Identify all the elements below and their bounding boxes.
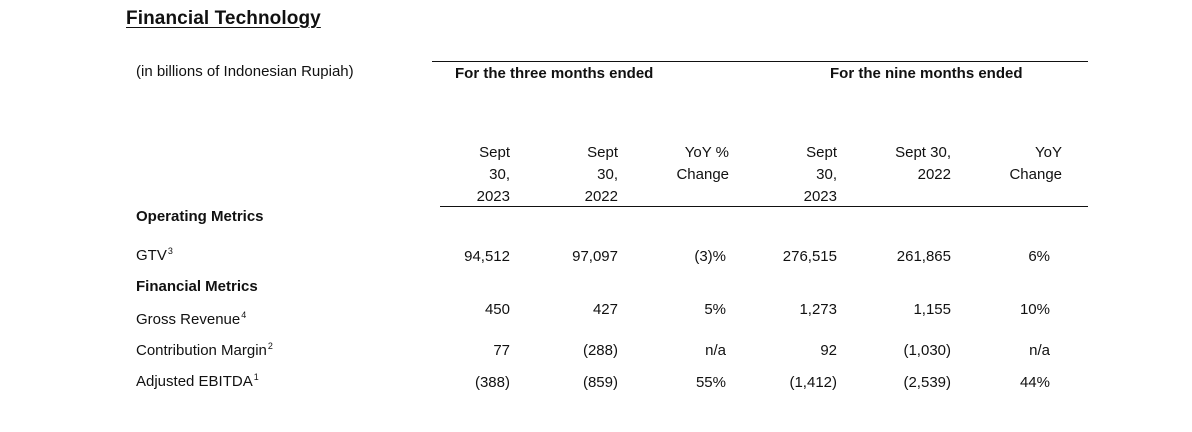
col-header-line: 30, [489,166,510,183]
row-label-contribution-margin: Contribution Margin2 [136,341,273,360]
table-cell: 77 [493,342,510,359]
row-label-text: Adjusted EBITDA [136,373,253,390]
col-header-line: 2022 [917,166,951,183]
col-header-line: Sept [479,144,510,161]
footnote-marker: 3 [167,246,173,256]
table-cell: 261,865 [896,248,951,265]
col-header-line: Sept [587,144,618,161]
table-cell: 276,515 [782,248,837,265]
row-label-gross-revenue: Gross Revenue4 [136,310,247,329]
table-cell: (1,412) [789,374,837,391]
col-header-line: 2022 [584,188,618,205]
col-header-sept-2023-q: Sept 30, 2023 [430,142,510,208]
col-header-line: YoY % [684,144,729,161]
table-cell: 1,273 [799,301,837,318]
col-header-sept-2022-q: Sept 30, 2022 [538,142,618,208]
table-cell: n/a [1029,342,1050,359]
units-note: (in billions of Indonesian Rupiah) [136,63,354,80]
table-cell: 94,512 [464,248,510,265]
header-bottom-rule [440,206,1088,207]
table-cell: 44% [1019,374,1050,391]
row-label-adjusted-ebitda: Adjusted EBITDA1 [136,372,259,391]
row-label-text: Gross Revenue [136,311,241,328]
table-cell: (3)% [694,248,726,265]
section-operating-metrics: Operating Metrics [136,208,264,225]
table-cell: (288) [582,342,618,359]
table-cell: (388) [474,374,510,391]
nine-months-header: For the nine months ended [830,65,1023,82]
table-cell: 1,155 [913,301,951,318]
table-cell: 10% [1019,301,1050,318]
col-header-line: 2023 [476,188,510,205]
col-header-line: Change [1009,166,1062,183]
table-cell: 92 [820,342,837,359]
table-cell: 6% [1028,248,1050,265]
col-header-line: 2023 [803,188,837,205]
footnote-marker: 1 [253,372,259,382]
table-cell: (859) [582,374,618,391]
col-header-line: Change [676,166,729,183]
table-cell: n/a [705,342,726,359]
row-label-text: Contribution Margin [136,342,267,359]
table-cell: (2,539) [903,374,951,391]
col-header-line: 30, [816,166,837,183]
table-cell: 97,097 [572,248,618,265]
col-header-sept-2022-9m: Sept 30, 2022 [851,142,951,186]
header-top-rule [432,61,1088,62]
col-header-line: Sept 30, [895,144,951,161]
three-months-header: For the three months ended [455,65,654,82]
table-cell: 450 [484,301,510,318]
table-cell: 55% [695,374,726,391]
col-header-line: Sept [806,144,837,161]
section-financial-metrics: Financial Metrics [136,278,258,295]
col-header-sept-2023-9m: Sept 30, 2023 [757,142,837,208]
row-label-text: GTV [136,247,167,264]
table-cell: (1,030) [903,342,951,359]
col-header-line: YoY [1035,144,1062,161]
footnote-marker: 4 [241,310,247,320]
table-cell: 427 [592,301,618,318]
footnote-marker: 2 [267,341,273,351]
col-header-yoy: YoY Change [962,142,1062,186]
table-cell: 5% [704,301,726,318]
col-header-yoy-pct: YoY % Change [629,142,729,186]
col-header-line: 30, [597,166,618,183]
page-title: Financial Technology [126,8,321,29]
row-label-gtv: GTV3 [136,246,173,265]
